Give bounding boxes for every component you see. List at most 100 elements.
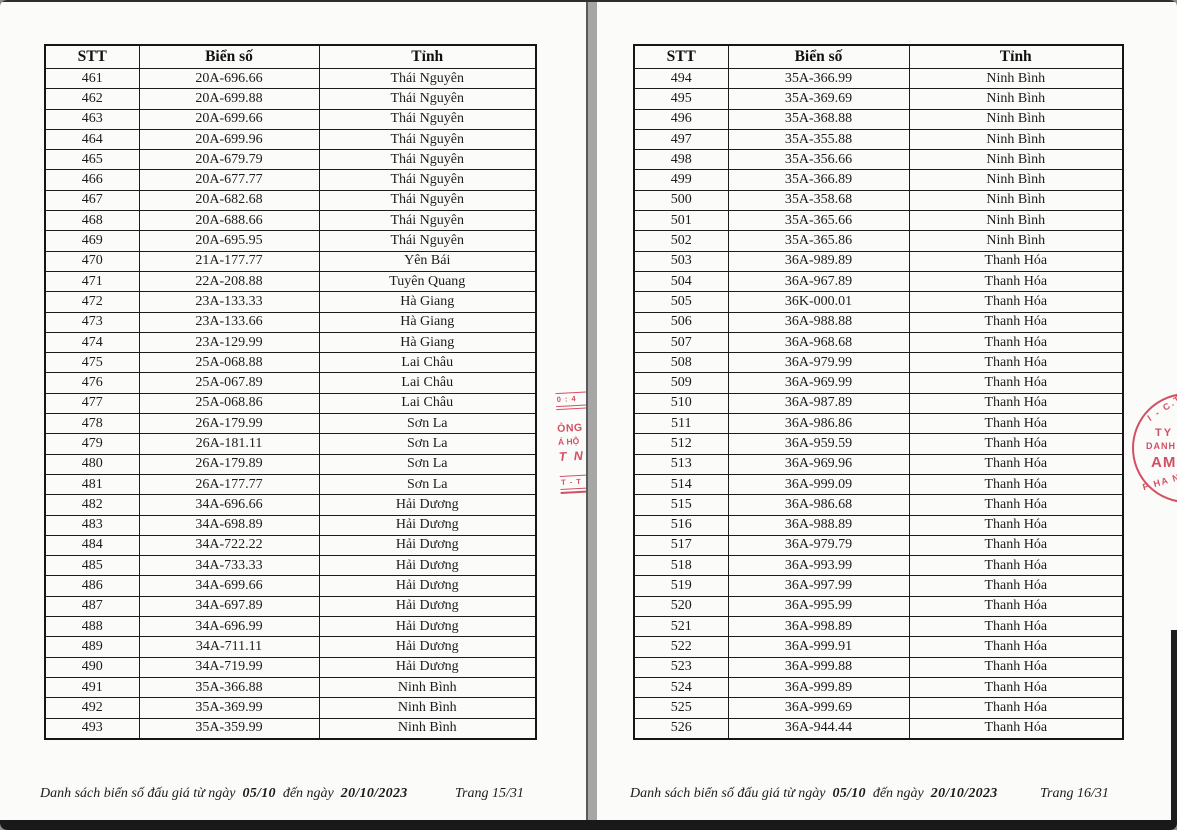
- page-number: Trang 15/31: [455, 786, 524, 801]
- table-row: 483 34A-698.89 Hải Dương: [44, 514, 537, 536]
- table-row: 467 20A-682.68 Thái Nguyên: [44, 189, 537, 212]
- cell-bien-so: 36A-999.88: [727, 656, 910, 678]
- cell-tinh: Hải Dương: [318, 494, 537, 516]
- table-row: 486 34A-699.66 Hải Dương: [44, 575, 537, 597]
- table-row: 478 26A-179.99 Sơn La: [44, 413, 537, 435]
- cell-stt: 513: [633, 453, 729, 475]
- table-row: 489 34A-711.11 Hải Dương: [44, 636, 537, 658]
- cell-tinh: Thanh Hóa: [908, 453, 1124, 475]
- table-row: 469 20A-695.95 Thái Nguyên: [44, 230, 537, 252]
- cell-tinh: Thanh Hóa: [908, 331, 1124, 354]
- cell-stt: 463: [44, 108, 140, 130]
- cell-bien-so: 20A-695.95: [138, 230, 320, 252]
- cell-bien-so: 36A-959.59: [727, 433, 910, 455]
- cell-bien-so: 35A-356.66: [727, 149, 910, 171]
- cell-bien-so: 34A-722.22: [138, 534, 320, 557]
- cell-tinh: Sơn La: [318, 453, 537, 475]
- page-footer: Danh sách biển số đấu giá từ ngày 05/10 đế…: [40, 786, 415, 802]
- cell-stt: 471: [44, 270, 140, 293]
- cell-stt: 495: [633, 88, 729, 110]
- cell-bien-so: 36A-967.89: [727, 270, 910, 293]
- cell-stt: 506: [633, 311, 729, 333]
- cell-tinh: Thanh Hóa: [908, 636, 1124, 658]
- cell-bien-so: 20A-696.66: [138, 67, 320, 90]
- cell-stt: 514: [633, 473, 729, 496]
- cell-stt: 512: [633, 433, 729, 455]
- cell-stt: 496: [633, 108, 729, 130]
- cell-stt: 520: [633, 595, 729, 618]
- cell-stt: 511: [633, 413, 729, 435]
- cell-stt: 505: [633, 291, 729, 313]
- cell-stt: 498: [633, 149, 729, 171]
- stamp-text: ÒNG: [556, 422, 583, 436]
- cell-stt: 508: [633, 352, 729, 374]
- cell-stt: 487: [44, 595, 140, 618]
- table-row: 488 34A-696.99 Hải Dương: [44, 616, 537, 638]
- cell-bien-so: 36A-999.89: [727, 676, 910, 699]
- cell-stt: 494: [633, 67, 729, 90]
- cell-tinh: Thái Nguyên: [318, 149, 537, 171]
- cell-tinh: Thanh Hóa: [908, 534, 1124, 557]
- cell-stt: 518: [633, 555, 729, 577]
- table-row: 506 36A-988.88 Thanh Hóa: [633, 311, 1124, 333]
- cell-stt: 479: [44, 433, 140, 455]
- cell-bien-so: 25A-068.86: [138, 392, 320, 415]
- cell-bien-so: 20A-679.79: [138, 149, 320, 171]
- document-page-16: STT Biển số Tỉnh 494 35A-366.99 Ninh Bình 4…: [597, 0, 1177, 830]
- cell-tinh: Sơn La: [318, 473, 537, 496]
- table-row: 522 36A-999.91 Thanh Hóa: [633, 636, 1124, 658]
- cell-tinh: Thái Nguyên: [318, 230, 537, 252]
- table-row: 504 36A-967.89 Thanh Hóa: [633, 270, 1124, 293]
- cell-tinh: Hải Dương: [318, 616, 537, 638]
- cell-bien-so: 26A-179.89: [138, 453, 320, 475]
- table-row: 474 23A-129.99 Hà Giang: [44, 331, 537, 354]
- cell-tinh: Thanh Hóa: [908, 352, 1124, 374]
- cell-tinh: Thanh Hóa: [908, 555, 1124, 577]
- cell-tinh: Thanh Hóa: [908, 372, 1124, 394]
- cell-bien-so: 36A-969.96: [727, 453, 910, 475]
- table-row: 526 36A-944.44 Thanh Hóa: [633, 717, 1124, 740]
- cell-stt: 507: [633, 331, 729, 354]
- cell-bien-so: 20A-699.96: [138, 128, 320, 151]
- cell-stt: 490: [44, 656, 140, 678]
- cell-tinh: Thanh Hóa: [908, 494, 1124, 516]
- cell-bien-so: 34A-696.99: [138, 616, 320, 638]
- table-row: 468 20A-688.66 Thái Nguyên: [44, 210, 537, 232]
- cell-bien-so: 23A-133.66: [138, 311, 320, 333]
- table-row: 501 35A-365.66 Ninh Bình: [633, 210, 1124, 232]
- cell-stt: 510: [633, 392, 729, 415]
- cell-tinh: Ninh Bình: [908, 169, 1124, 191]
- cell-stt: 474: [44, 331, 140, 354]
- red-stamp-fragment-left: 0 : 4 ÒNG Á HỘ T N T - T: [555, 391, 586, 494]
- table-row: 521 36A-998.89 Thanh Hóa: [633, 616, 1124, 638]
- cell-bien-so: 26A-181.11: [138, 433, 320, 455]
- cell-tinh: Hải Dương: [318, 656, 537, 678]
- table-row: 502 35A-365.86 Ninh Bình: [633, 230, 1124, 252]
- table-row: 476 25A-067.89 Lai Châu: [44, 372, 537, 394]
- cell-stt: 476: [44, 372, 140, 394]
- table-row: 518 36A-993.99 Thanh Hóa: [633, 555, 1124, 577]
- table-row: 499 35A-366.89 Ninh Bình: [633, 169, 1124, 191]
- table-row: 464 20A-699.96 Thái Nguyên: [44, 128, 537, 151]
- table-row: 475 25A-068.88 Lai Châu: [44, 352, 537, 374]
- page-number: Trang 16/31: [1040, 786, 1109, 801]
- cell-tinh: Thanh Hóa: [908, 250, 1124, 272]
- cell-bien-so: 20A-682.68: [138, 189, 320, 212]
- table-row: 517 36A-979.79 Thanh Hóa: [633, 534, 1124, 557]
- cell-stt: 480: [44, 453, 140, 475]
- table-row: 509 36A-969.99 Thanh Hóa: [633, 372, 1124, 394]
- cell-bien-so: 36A-988.89: [727, 514, 910, 536]
- cell-tinh: Thanh Hóa: [908, 413, 1124, 435]
- cell-stt: 469: [44, 230, 140, 252]
- cell-bien-so: 23A-129.99: [138, 331, 320, 354]
- cell-bien-so: 36A-979.79: [727, 534, 910, 557]
- table-row: 484 34A-722.22 Hải Dương: [44, 534, 537, 557]
- cell-stt: 464: [44, 128, 140, 151]
- cell-stt: 522: [633, 636, 729, 658]
- table-row: 514 36A-999.09 Thanh Hóa: [633, 473, 1124, 496]
- stamp-text: TY: [1155, 427, 1174, 439]
- cell-bien-so: 36A-989.89: [727, 250, 910, 272]
- table-header-row: STT Biển số Tỉnh: [633, 44, 1124, 69]
- table-row: 512 36A-959.59 Thanh Hóa: [633, 433, 1124, 455]
- cell-bien-so: 36K-000.01: [727, 291, 910, 313]
